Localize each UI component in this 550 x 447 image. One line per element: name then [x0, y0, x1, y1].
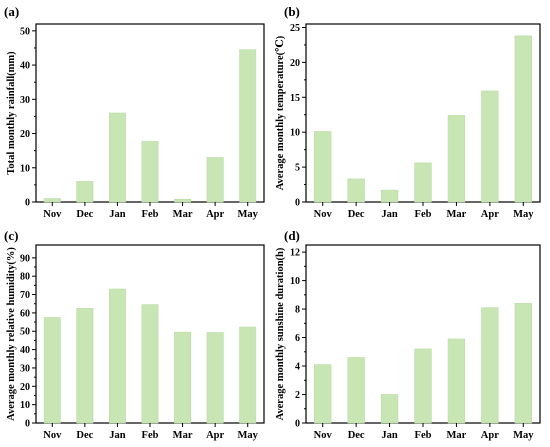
panel-d-bar-nov — [314, 364, 332, 424]
panel-a-ytick-label: 20 — [20, 129, 30, 140]
panel-a-rainfall: (a) 0 10 20 30 40 50 Nov Dec Jan Feb Mar Apr May Total… — [4, 4, 265, 220]
panel-d-sunshine: (d) 0 2 4 6 8 10 12 Nov Dec Jan Feb Mar Apr May Average… — [275, 228, 541, 441]
panel-a-bar-apr — [206, 157, 224, 203]
panel-b-ytick-label: 20 — [290, 58, 300, 69]
panel-b-bar-may — [514, 35, 532, 203]
panel-b-xtick-label: Nov — [314, 209, 333, 220]
panel-b-bar-jan — [380, 189, 399, 203]
panel-a-ytick-label: 50 — [20, 26, 30, 37]
panel-b-xtick-label: Dec — [348, 209, 365, 220]
panel-a-bar-jan — [108, 112, 126, 203]
panel-d-bar-may — [514, 303, 532, 424]
panel-d-bar-mar — [447, 338, 466, 424]
panel-c-xtick-label: May — [238, 430, 259, 441]
panel-c-bar-feb — [141, 304, 159, 424]
panel-c-ytick-label: 30 — [20, 363, 30, 374]
panel-c-bar-apr — [206, 332, 224, 424]
panel-c-ytick-label: 80 — [20, 272, 30, 283]
panel-d-bar-apr — [481, 307, 499, 424]
panel-d-xtick-label: Mar — [447, 430, 467, 441]
panel-b-ylabel: Average monthly temperature(℃) — [275, 35, 286, 190]
panel-d-ytick-label: 8 — [295, 305, 300, 316]
panel-b-bar-dec — [347, 178, 365, 203]
panel-c-bar-jan — [108, 288, 126, 424]
panel-a-xtick-label: Nov — [43, 209, 62, 220]
panel-d-xtick-label: Apr — [481, 430, 499, 441]
panel-a-xtick-label: Dec — [76, 209, 93, 220]
panel-a-bar-mar — [174, 198, 192, 203]
panel-a-bar-nov — [43, 198, 61, 203]
panel-c-ytick-label: 20 — [20, 382, 30, 393]
panel-c-bar-mar — [174, 331, 192, 424]
panel-b-label: (b) — [284, 4, 300, 19]
panel-a-xtick-label: Feb — [142, 209, 159, 220]
panel-b-ytick-label: 0 — [295, 198, 300, 209]
panel-b-xtick-label: Apr — [481, 209, 499, 220]
panel-d-ytick-label: 6 — [295, 333, 300, 344]
panel-a-bar-may — [239, 49, 257, 203]
panel-c-ylabel: Average monthly relative humidity(%) — [6, 247, 17, 421]
panel-c-xtick-label: Feb — [142, 430, 159, 441]
panel-c-ytick-label: 50 — [20, 327, 30, 338]
panel-d-xtick-label: May — [513, 430, 534, 441]
panel-d-ytick-label: 4 — [295, 362, 300, 373]
panel-c-ytick-label: 70 — [20, 290, 30, 301]
panel-a-label: (a) — [4, 4, 19, 19]
panel-c-xtick-label: Nov — [43, 430, 62, 441]
panel-c-xtick-label: Apr — [206, 430, 224, 441]
panel-b-xtick-label: May — [513, 209, 534, 220]
panel-c-xtick-label: Jan — [109, 430, 126, 441]
panel-c-humidity: (c) 0 10 20 30 40 50 60 70 80 90 Nov Dec Jan Feb Mar Apr… — [4, 228, 265, 441]
panel-d-xtick-label: Jan — [381, 430, 398, 441]
panel-d-ytick-label: 12 — [290, 248, 300, 259]
panel-a-ytick-label: 30 — [20, 95, 30, 106]
panel-a-xtick-label: May — [238, 209, 259, 220]
panel-d-ytick-label: 2 — [295, 390, 300, 401]
panel-c-xtick-label: Dec — [76, 430, 93, 441]
panel-a-xtick-label: Apr — [206, 209, 224, 220]
panel-c-ytick-label: 10 — [20, 400, 30, 411]
panel-a-ytick-label: 0 — [25, 198, 30, 209]
panel-c-bar-nov — [43, 317, 61, 424]
panel-b-bar-mar — [447, 115, 466, 203]
panel-c-ytick-label: 0 — [25, 419, 30, 430]
panel-b-ytick-label: 15 — [290, 93, 300, 104]
panel-c-xtick-label: Mar — [173, 430, 193, 441]
panel-d-bar-jan — [380, 394, 399, 424]
panel-c-label: (c) — [4, 228, 18, 243]
panel-b-xtick-label: Feb — [415, 209, 432, 220]
panel-c-bar-may — [239, 326, 257, 424]
panel-d-xtick-label: Nov — [314, 430, 333, 441]
panel-b-bar-apr — [481, 90, 499, 203]
panel-d-bar-feb — [414, 348, 432, 424]
panel-b-bar-feb — [414, 162, 432, 203]
panel-a-ylabel: Total monthly rainfall(mm) — [6, 51, 17, 175]
panel-d-ytick-label: 0 — [295, 419, 300, 430]
panel-c-ytick-label: 40 — [20, 345, 30, 356]
panel-b-temperature: (b) 0 5 10 15 20 25 Nov Dec Jan Feb Mar Apr May Averag… — [275, 4, 541, 220]
panel-a-xtick-label: Mar — [173, 209, 193, 220]
panel-c-bar-dec — [76, 308, 94, 424]
panel-b-xtick-label: Mar — [447, 209, 467, 220]
panel-d-xtick-label: Dec — [348, 430, 365, 441]
panel-b-ytick-label: 10 — [290, 128, 300, 139]
panel-d-ytick-label: 10 — [290, 276, 300, 287]
panel-d-bar-dec — [347, 357, 365, 424]
panel-b-xtick-label: Jan — [381, 209, 398, 220]
panel-d-label: (d) — [284, 228, 300, 243]
panel-a-bar-feb — [141, 141, 159, 203]
panel-b-bar-nov — [314, 131, 332, 203]
panel-d-ylabel: Average monthly sunshine duration(h) — [275, 247, 286, 420]
panel-c-ytick-label: 90 — [20, 253, 30, 264]
panel-b-ytick-label: 25 — [290, 23, 300, 34]
panel-a-xtick-label: Jan — [109, 209, 126, 220]
panel-c-ytick-label: 60 — [20, 308, 30, 319]
panel-a-bar-dec — [76, 181, 94, 203]
panel-b-ytick-label: 5 — [295, 163, 300, 174]
panel-a-ytick-label: 10 — [20, 163, 30, 174]
panel-d-xtick-label: Feb — [415, 430, 432, 441]
panel-a-ytick-label: 40 — [20, 61, 30, 72]
